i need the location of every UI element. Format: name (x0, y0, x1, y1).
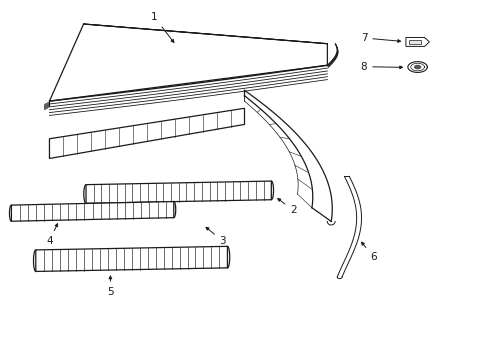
Text: 3: 3 (205, 227, 225, 246)
Text: 4: 4 (46, 224, 58, 246)
Polygon shape (405, 37, 428, 46)
Polygon shape (49, 24, 327, 101)
Polygon shape (414, 66, 420, 69)
Polygon shape (49, 108, 244, 158)
Text: 1: 1 (151, 12, 174, 42)
Text: 8: 8 (360, 62, 402, 72)
Polygon shape (36, 246, 227, 271)
Polygon shape (408, 40, 420, 44)
Polygon shape (86, 181, 271, 203)
Text: 7: 7 (360, 33, 400, 43)
Text: 6: 6 (361, 242, 376, 262)
Polygon shape (11, 202, 173, 221)
Text: 2: 2 (277, 198, 296, 216)
Polygon shape (407, 62, 427, 72)
Text: 5: 5 (107, 276, 114, 297)
